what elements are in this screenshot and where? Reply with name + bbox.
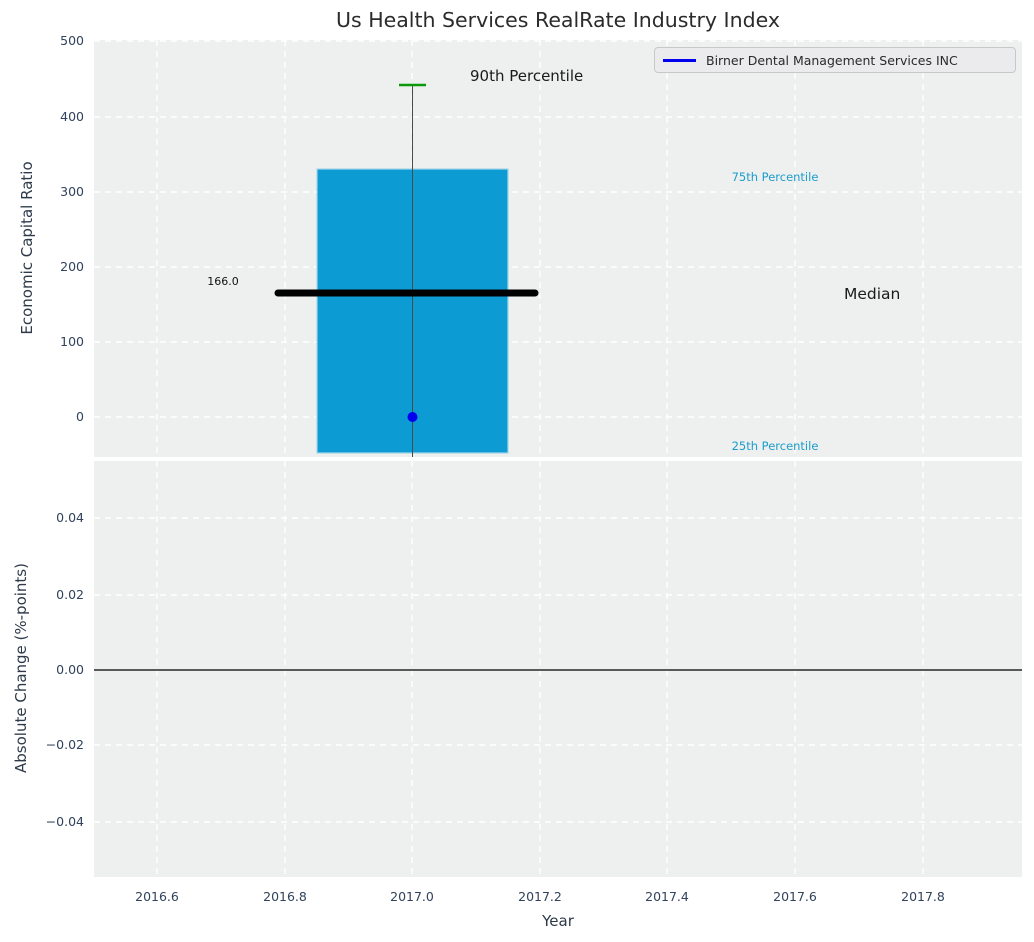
xtick-2016-8: 2016.8 <box>263 889 307 904</box>
legend-label: Birner Dental Management Services INC <box>706 52 958 68</box>
xtick-2016-6: 2016.6 <box>135 889 179 904</box>
bottom-subplot-canvas <box>94 461 1022 877</box>
bottom-ytick-004: 0.04 <box>56 510 84 525</box>
xtick-2017-0: 2017.0 <box>390 889 434 904</box>
p75-annotation: 75th Percentile <box>731 170 819 184</box>
top-ytick-500: 500 <box>60 33 84 48</box>
top-y-axis-label: Economic Capital Ratio <box>18 161 36 335</box>
bottom-ytick-000: 0.00 <box>56 662 84 677</box>
company-point-marker <box>407 412 418 422</box>
bottom-subplot-area <box>94 461 1022 877</box>
xtick-2017-2: 2017.2 <box>518 889 562 904</box>
legend-box: Birner Dental Management Services INC <box>654 47 1016 73</box>
x-axis-label: Year <box>542 912 574 930</box>
top-ytick-300: 300 <box>60 184 84 199</box>
xtick-2017-4: 2017.4 <box>645 889 689 904</box>
top-subplot-area <box>94 40 1022 457</box>
top-vertical-gridlines <box>156 40 924 457</box>
top-ytick-100: 100 <box>60 334 84 349</box>
bottom-y-axis-label: Absolute Change (%-points) <box>12 563 30 773</box>
bottom-ytick-neg002: −0.02 <box>45 737 84 752</box>
top-ytick-200: 200 <box>60 259 84 274</box>
top-ytick-0: 0 <box>76 409 84 424</box>
xtick-2017-8: 2017.8 <box>901 889 945 904</box>
median-annotation: Median <box>844 285 901 303</box>
bottom-ytick-002: 0.02 <box>56 587 84 602</box>
bottom-ytick-neg004: −0.04 <box>45 814 84 829</box>
bottom-horizontal-gridlines <box>94 517 1022 823</box>
chart-title: Us Health Services RealRate Industry Ind… <box>336 8 780 32</box>
legend-line-swatch <box>663 58 696 62</box>
top-ytick-400: 400 <box>60 109 84 124</box>
bottom-vertical-gridlines <box>156 461 924 877</box>
p90-annotation: 90th Percentile <box>470 67 584 85</box>
median-value-label: 166.0 <box>207 275 239 288</box>
xtick-2017-6: 2017.6 <box>773 889 817 904</box>
p25-annotation: 25th Percentile <box>731 439 819 453</box>
top-horizontal-gridlines <box>94 40 1022 418</box>
top-subplot-canvas <box>94 40 1022 457</box>
